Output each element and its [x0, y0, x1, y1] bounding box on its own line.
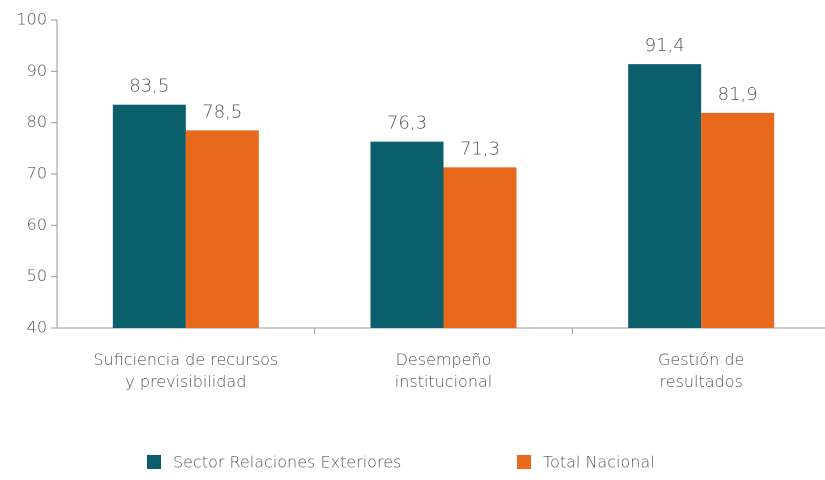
x-tick-label: Desempeño institucional [395, 350, 492, 391]
y-tick-label: 70 [27, 164, 47, 183]
bar [185, 130, 259, 328]
bar [112, 104, 186, 328]
x-tick-label: Gestión de resultados [658, 350, 744, 391]
value-label: 91,4 [645, 35, 685, 56]
bar [370, 141, 444, 328]
y-tick-label: 60 [27, 215, 47, 234]
y-tick-label: 100 [16, 10, 47, 29]
value-label: 78,5 [202, 101, 242, 122]
bar [628, 64, 702, 328]
bar [443, 167, 517, 328]
y-tick-label: 90 [27, 61, 47, 80]
bar [701, 112, 775, 328]
y-tick-label: 40 [27, 318, 47, 337]
y-tick-label: 50 [27, 266, 47, 285]
value-label: 76,3 [387, 113, 427, 134]
legend-swatch [147, 455, 161, 469]
value-label: 81,9 [718, 84, 758, 105]
value-label: 83,5 [129, 76, 169, 97]
legend-label: Total Nacional [543, 453, 655, 472]
y-tick-label: 80 [27, 112, 47, 131]
legend-swatch [517, 455, 531, 469]
legend-label: Sector Relaciones Exteriores [173, 453, 401, 472]
x-tick-label: Suficiencia de recursos y previsibilidad [93, 350, 278, 391]
value-label: 71,3 [460, 138, 500, 159]
